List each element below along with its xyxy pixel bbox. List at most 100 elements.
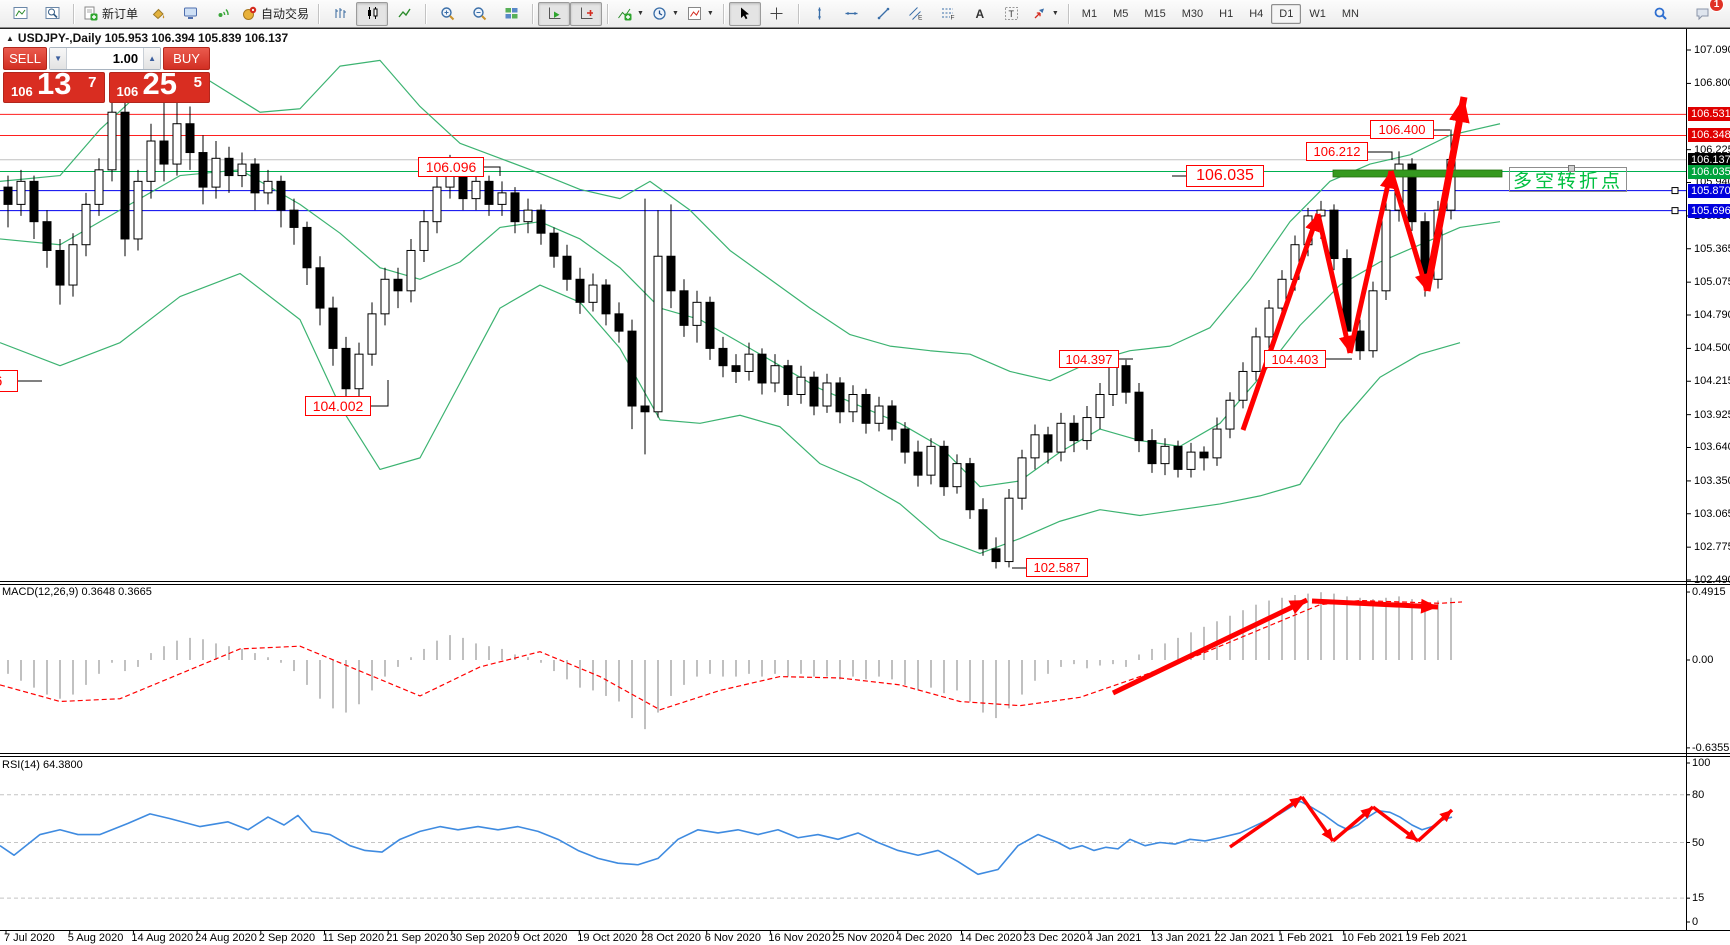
- zoom-out-button[interactable]: [463, 2, 495, 26]
- signals-button[interactable]: [206, 2, 238, 26]
- rsi-trend-arrow[interactable]: [1229, 795, 1303, 849]
- tile-windows-button[interactable]: [495, 2, 527, 26]
- candle-chart-button[interactable]: [356, 1, 389, 26]
- timeframe-h4-button[interactable]: H4: [1249, 7, 1264, 20]
- trendline-button[interactable]: [868, 2, 900, 26]
- price-axis-tick: 103.925: [1694, 408, 1730, 421]
- label-connector: [484, 166, 501, 176]
- price-trend-arrow[interactable]: [1315, 213, 1354, 354]
- volume-spinner: ▼ ▲: [49, 47, 162, 70]
- timeframe-m5-button[interactable]: M5: [1113, 7, 1129, 20]
- price-axis-tick: 103.350: [1694, 474, 1730, 487]
- volume-decrease-button[interactable]: ▼: [50, 48, 68, 69]
- bollinger-middle-band: [0, 169, 1501, 488]
- dropdown-caret-icon: ▼: [637, 10, 644, 17]
- rsi-trend-arrow[interactable]: [1416, 808, 1454, 843]
- date-label: 25 Nov 2020: [832, 932, 895, 944]
- sell-price-box[interactable]: 106 13 7: [3, 66, 105, 103]
- timeframe-w1-button[interactable]: W1: [1309, 7, 1326, 20]
- indicators-button[interactable]: ▼: [613, 2, 648, 26]
- chart-window-button[interactable]: [4, 2, 36, 26]
- search-icon: [1654, 7, 1667, 20]
- rsi-axis-tick: 50: [1692, 836, 1705, 849]
- rsi-trend-arrow[interactable]: [1371, 805, 1420, 843]
- autoscroll-button[interactable]: [538, 1, 571, 26]
- toolbar-separator: [73, 3, 74, 24]
- timeframe-mn-button[interactable]: MN: [1341, 7, 1359, 20]
- price-label-36[interactable]: 36: [0, 370, 18, 392]
- timeframe-m30-button[interactable]: M30: [1181, 7, 1204, 20]
- chart-shift-button[interactable]: [570, 1, 603, 26]
- rsi-axis-tick: 0: [1692, 916, 1699, 928]
- volume-input[interactable]: [67, 48, 144, 69]
- channel-button[interactable]: E: [900, 2, 932, 26]
- text-button[interactable]: A: [964, 2, 996, 26]
- annotation-handle[interactable]: [1568, 165, 1575, 172]
- vline-button[interactable]: [804, 2, 836, 26]
- bar-chart-button[interactable]: [324, 2, 356, 26]
- search-button[interactable]: [1644, 2, 1676, 26]
- price-label-106.035[interactable]: 106.035: [1186, 165, 1264, 187]
- price-label-104.403[interactable]: 104.403: [1264, 350, 1326, 368]
- new-order-button[interactable]: 新订单: [79, 2, 142, 26]
- terminal-button[interactable]: [174, 2, 206, 26]
- rsi-axis-tick: 100: [1692, 757, 1711, 769]
- price-trend-arrow[interactable]: [1423, 96, 1470, 292]
- line-chart-button[interactable]: [388, 2, 420, 26]
- turning-point-text[interactable]: 多空转折点: [1509, 165, 1627, 192]
- line-anchor-handle[interactable]: [1671, 187, 1679, 195]
- line-anchor-handle[interactable]: [1671, 207, 1679, 215]
- volume-increase-button[interactable]: ▲: [143, 48, 161, 69]
- hline-button[interactable]: [836, 2, 868, 26]
- timeframe-d1-button[interactable]: D1: [1271, 3, 1302, 24]
- timeframe-h1-button[interactable]: H1: [1219, 7, 1234, 20]
- chat-button[interactable]: 1: [1686, 0, 1724, 26]
- data-window-button[interactable]: [36, 2, 68, 26]
- rsi-trend-arrow[interactable]: [1331, 805, 1375, 843]
- toolbar-separator: [722, 3, 724, 24]
- price-label-102.587[interactable]: 102.587: [1026, 558, 1088, 577]
- date-label: 2 Sep 2020: [258, 932, 316, 944]
- zoom-in-button[interactable]: [431, 2, 463, 26]
- price-label-106.096[interactable]: 106.096: [418, 157, 484, 177]
- macd-trend-arrow[interactable]: [1311, 598, 1439, 614]
- arrows-button[interactable]: ▼: [1028, 2, 1063, 26]
- price-axis-tick: 104.215: [1694, 375, 1730, 388]
- sell-price-big: 13: [37, 66, 72, 101]
- price-label-106.212[interactable]: 106.212: [1306, 142, 1368, 161]
- new-order-button-label: 新订单: [102, 7, 139, 21]
- crosshair-button[interactable]: [761, 2, 793, 26]
- fibo-button[interactable]: F: [932, 2, 964, 26]
- periods-button[interactable]: ▼: [648, 2, 683, 26]
- svg-text:A: A: [976, 7, 985, 21]
- styler-button[interactable]: [142, 2, 174, 26]
- templates-button[interactable]: ▼: [683, 2, 718, 26]
- timeframe-m1-button[interactable]: M1: [1081, 7, 1098, 20]
- date-label: 7 Jul 2020: [4, 932, 55, 944]
- timeframe-m15-button[interactable]: M15: [1144, 7, 1166, 20]
- trend-band[interactable]: [1332, 169, 1503, 178]
- date-label: 4 Dec 2020: [895, 932, 953, 944]
- buy-price-prefix: 106: [116, 84, 139, 99]
- rsi-axis-tick: 80: [1692, 788, 1705, 801]
- price-label-106.400[interactable]: 106.400: [1370, 120, 1434, 139]
- rsi-trend-arrow[interactable]: [1300, 795, 1335, 843]
- price-trend-arrow[interactable]: [1347, 170, 1395, 354]
- sell-button[interactable]: SELL: [3, 47, 48, 70]
- date-label: 10 Feb 2021: [1341, 932, 1404, 944]
- buy-button[interactable]: BUY: [163, 47, 210, 70]
- magnifier-window-icon: [45, 7, 59, 19]
- toolbar-right-group: 1: [1644, 0, 1726, 26]
- label-button[interactable]: T: [996, 2, 1028, 26]
- cursor-button[interactable]: [728, 1, 761, 26]
- autotrade-button[interactable]: 自动交易: [238, 2, 313, 26]
- price-label-104.397[interactable]: 104.397: [1059, 350, 1119, 368]
- price-label-104.002[interactable]: 104.002: [305, 396, 371, 416]
- price-axis-tick: 106.800: [1694, 77, 1730, 90]
- price-trend-arrow[interactable]: [1240, 213, 1321, 431]
- price-trend-arrow[interactable]: [1388, 170, 1430, 292]
- buy-price-box[interactable]: 106 25 5: [108, 66, 210, 103]
- candles: [3, 75, 1456, 569]
- macd-trend-arrow[interactable]: [1111, 597, 1309, 696]
